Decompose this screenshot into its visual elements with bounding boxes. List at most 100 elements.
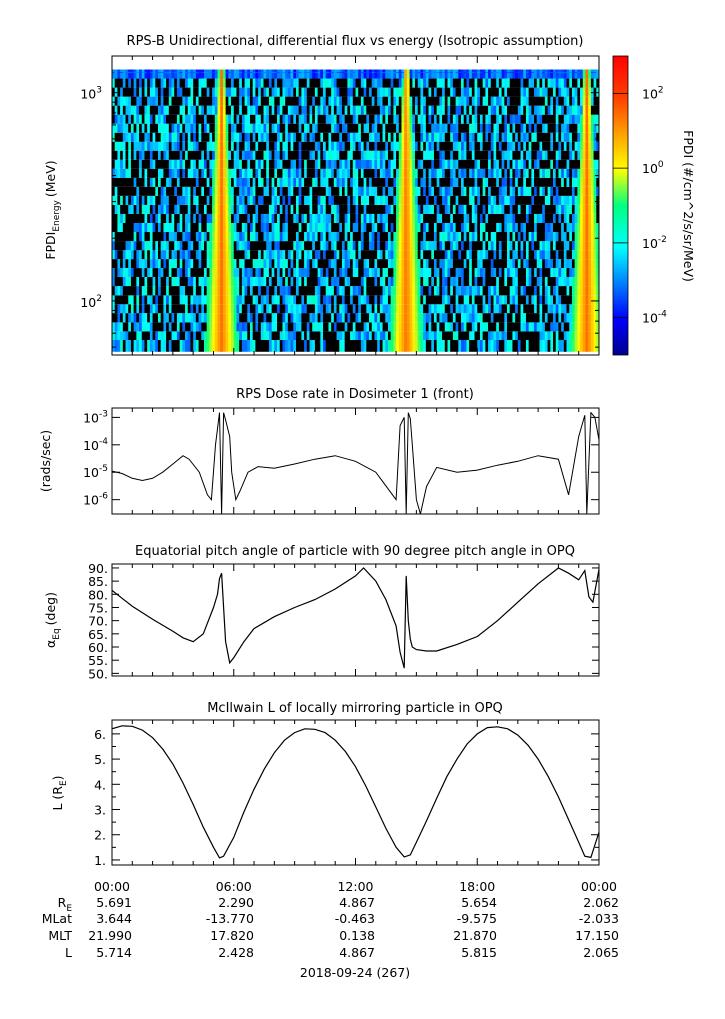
spectrogram-cell [442,286,446,296]
spectrogram-cell [363,276,367,287]
spectrogram-cell [182,232,186,242]
spectrogram-cell [404,78,408,88]
spectrogram-cell [193,150,197,160]
spectrogram-cell [415,276,419,287]
spectrogram-cell [128,276,132,287]
spectrogram-cell [120,295,124,305]
spectrogram-cell [379,72,383,73]
spectrogram-cell [117,322,121,332]
spectrogram-cell [393,78,397,88]
spectrogram-cell [390,123,394,133]
spectrogram-cell [396,232,400,242]
spectrogram-cell [528,250,532,260]
spectrogram-cell [268,69,273,79]
spectrogram-cell [157,141,162,151]
spectrogram-cell [471,69,475,79]
spectrogram-cell [130,322,135,332]
spectrogram-cell [442,268,446,277]
spectrogram-cell [149,114,153,124]
spectrogram-cell [385,78,389,88]
spectrogram-cell [339,159,343,169]
spectrogram-cell [112,195,116,205]
spectrogram-cell [520,241,524,251]
spectrogram-cell [271,223,275,233]
spectrogram-cell [293,105,297,115]
spectrogram-cell [314,87,319,97]
spectrogram-cell [387,322,392,332]
spectrogram-cell [157,232,162,242]
spectrogram-cell [222,223,227,233]
spectrogram-cell [390,69,394,79]
spectrogram-cell [160,132,164,142]
spectrogram-cell [509,69,513,79]
spectrogram-cell [398,304,402,314]
spectrogram-cell [371,276,375,287]
spectrogram-cell [268,132,273,142]
spectrogram-cell [477,96,481,106]
spectrogram-cell [328,159,332,169]
spectrogram-cell [217,295,221,305]
spectrogram-cell [323,223,327,233]
spectrogram-cell [507,96,511,106]
spectrogram-cell [317,286,321,296]
spectrogram-cell [520,268,524,277]
spectrogram-cell [447,304,451,314]
spectrogram-cell [136,295,140,305]
spectrogram-cell [344,132,348,142]
spectrogram-cell [122,150,126,160]
spectrogram-cell [455,150,459,160]
spectrogram-cell [314,150,319,160]
spectrogram-cell [236,339,240,352]
spectrogram-cell [396,168,400,178]
spectrogram-cell [190,339,194,352]
spectrogram-cell [185,339,189,352]
spectrogram-cell [193,186,197,196]
spectrogram-cell [112,313,116,323]
spectrogram-cell [222,241,227,251]
spectrogram-cell [339,78,343,88]
spectrogram-cell [206,286,210,296]
spectrogram-cell [515,295,519,305]
spectrogram-cell [193,72,197,73]
spectrogram-cell [141,268,145,277]
spectrogram-cell [447,313,451,323]
spectrogram-cell [525,250,530,260]
spectrogram-cell [409,123,413,133]
spectrogram-cell [260,177,264,187]
spectrogram-cell [509,213,513,223]
spectrogram-cell [366,204,370,214]
spectrogram-cell [133,69,137,79]
spectrogram-cell [136,268,140,277]
spectrogram-cell [458,276,462,287]
spectrogram-cell [507,232,511,242]
spectrogram-cell [149,195,153,205]
spectrogram-cell [258,213,262,223]
spectrogram-cell [185,150,189,160]
spectrogram-cell [298,105,302,115]
spectrogram-cell [220,204,224,214]
spectrogram-cell [433,96,438,106]
spectrogram-cell [377,132,381,142]
spectrogram-cell [122,96,126,106]
spectrogram-cell [433,304,438,314]
spectrogram-cell [474,141,478,151]
spectrogram-cell [222,150,227,160]
spectrogram-cell [493,241,497,251]
spectrogram-cell [185,87,189,97]
spectrogram-cell [450,69,454,79]
spectrogram-cell [163,195,167,205]
spectrogram-cell [452,286,457,296]
spectrogram-cell [120,276,124,287]
spectrogram-cell [274,232,278,242]
spectrogram-cell [515,78,519,88]
spectrogram-cell [228,87,232,97]
spectrogram-cell [212,141,216,151]
spectrogram-cell [144,331,148,340]
spectrogram-cell [139,141,143,151]
spectrogram-cell [420,322,424,332]
spectrogram-cell [157,195,162,205]
spectrogram-cell [263,159,267,169]
spectrogram-cell [255,204,259,214]
spectrogram-cell [112,223,116,233]
spectrogram-cell [523,87,527,97]
